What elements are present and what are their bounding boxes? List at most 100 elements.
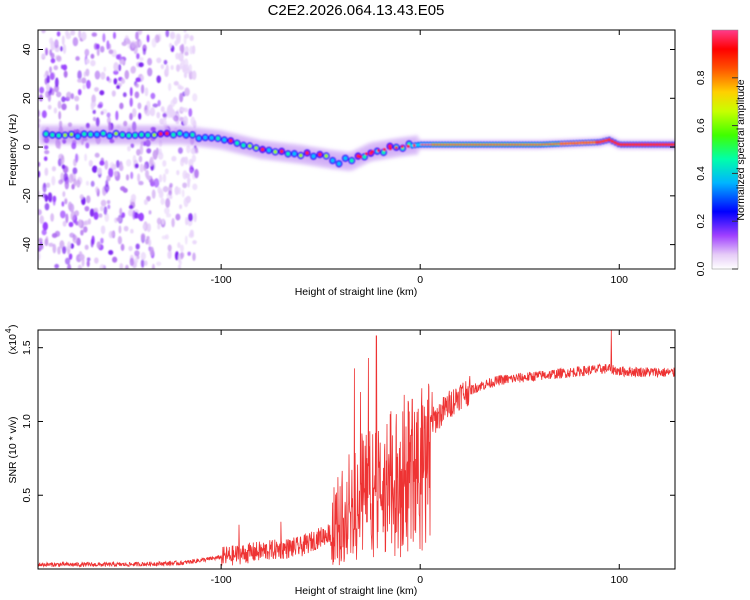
noise-blob <box>112 32 117 40</box>
noise-blob <box>41 110 47 119</box>
noise-blob <box>179 62 183 70</box>
noise-blob <box>108 49 114 55</box>
noise-blob <box>149 156 154 167</box>
snr-ytick-label: 1.0 <box>21 414 33 429</box>
noise-blob <box>184 235 188 245</box>
ridge-blob-inner <box>356 154 360 159</box>
noise-blob <box>140 84 145 94</box>
noise-blob <box>135 243 140 250</box>
noise-blob <box>95 117 100 127</box>
ridge-peak-dot <box>388 147 392 151</box>
noise-blob <box>115 110 119 121</box>
noise-blob <box>151 38 157 48</box>
noise-blob <box>54 263 60 269</box>
noise-blob <box>94 87 99 92</box>
colorbar-label: Normalized spectral amplitude <box>735 79 747 220</box>
noise-blob <box>174 186 179 196</box>
noise-blob <box>181 189 185 198</box>
snr-xtick-label: -100 <box>211 574 232 586</box>
noise-blob <box>184 46 189 54</box>
noise-blob <box>94 70 101 80</box>
ridge-blob-inner <box>209 135 214 140</box>
noise-blob <box>175 213 181 221</box>
noise-blob <box>91 32 98 37</box>
noise-blob <box>138 62 144 68</box>
noise-blob <box>62 246 67 255</box>
noise-blob <box>102 33 106 43</box>
noise-blob <box>50 213 55 222</box>
noise-blob <box>177 147 183 154</box>
noise-blob <box>60 155 65 165</box>
noise-blob <box>49 72 55 81</box>
noise-blob <box>165 64 169 74</box>
noise-blob <box>139 57 144 62</box>
noise-blob <box>106 200 111 205</box>
snr-yscale-label: (x10 <box>7 334 19 355</box>
ridge-peak-dot <box>376 149 380 153</box>
ridge-blob-inner <box>120 132 125 137</box>
noise-blob <box>156 261 162 266</box>
noise-blob <box>42 221 49 231</box>
noise-blob <box>191 70 197 81</box>
noise-blob <box>146 175 151 181</box>
noise-blob <box>67 201 73 211</box>
snr-yscale-factor: (x10 4 ) <box>4 325 19 355</box>
noise-blob <box>152 103 159 108</box>
noise-blob <box>184 64 190 72</box>
ridge-blob-inner <box>126 133 131 138</box>
noise-blob <box>174 40 179 47</box>
noise-blob <box>45 83 50 92</box>
noise-blob <box>169 183 173 188</box>
noise-blob <box>45 47 48 56</box>
noise-blob <box>81 77 87 84</box>
noise-blob <box>38 190 41 200</box>
noise-blob <box>124 70 130 80</box>
noise-blob <box>157 151 164 160</box>
ridge-blob-inner <box>63 133 67 138</box>
noise-blob <box>39 215 45 225</box>
noise-blob <box>53 107 58 114</box>
noise-blob <box>77 88 82 96</box>
ridge-blob-inner <box>267 148 271 153</box>
noise-blob <box>165 30 170 38</box>
noise-blob <box>183 30 187 33</box>
snr-ylabel: SNR (10 * v/v) <box>7 416 19 483</box>
noise-blob <box>164 168 169 175</box>
noise-blob <box>98 213 103 218</box>
noise-blob <box>96 167 102 175</box>
ridge-peak-dot <box>382 148 386 152</box>
noise-blob <box>84 205 90 212</box>
noise-blob <box>77 78 83 83</box>
noise-blob <box>94 152 100 158</box>
noise-blob <box>99 264 105 269</box>
colorbar-tick-label: 0.2 <box>695 214 707 229</box>
spectrogram-xtick-label: -100 <box>211 274 232 286</box>
colorbar-tick-label: 0.8 <box>695 70 707 85</box>
noise-blob <box>162 173 167 183</box>
noise-blob <box>182 182 188 189</box>
noise-blob <box>49 66 52 74</box>
spectrogram-ytick-label: 20 <box>21 92 33 104</box>
ridge-blob-inner <box>330 158 335 163</box>
ridge-blob-inner <box>203 135 208 140</box>
noise-blob <box>156 111 161 119</box>
noise-blob <box>119 207 123 216</box>
noise-blob <box>48 242 54 247</box>
noise-blob <box>64 257 71 265</box>
noise-blob <box>113 61 119 72</box>
noise-blob <box>120 243 125 251</box>
noise-blob <box>81 31 87 41</box>
noise-blob <box>67 241 72 250</box>
noise-blob <box>186 145 191 154</box>
noise-blob <box>108 43 112 50</box>
noise-blob <box>140 75 145 81</box>
ridge-core <box>42 129 675 168</box>
noise-blob <box>125 264 129 269</box>
noise-blob <box>96 47 100 57</box>
noise-blob <box>116 84 121 90</box>
noise-blob <box>50 52 55 59</box>
snr-yscale-exponent: 4 <box>4 328 13 333</box>
noise-blob <box>100 71 106 80</box>
noise-blob <box>133 258 139 264</box>
noise-blob <box>148 210 152 215</box>
